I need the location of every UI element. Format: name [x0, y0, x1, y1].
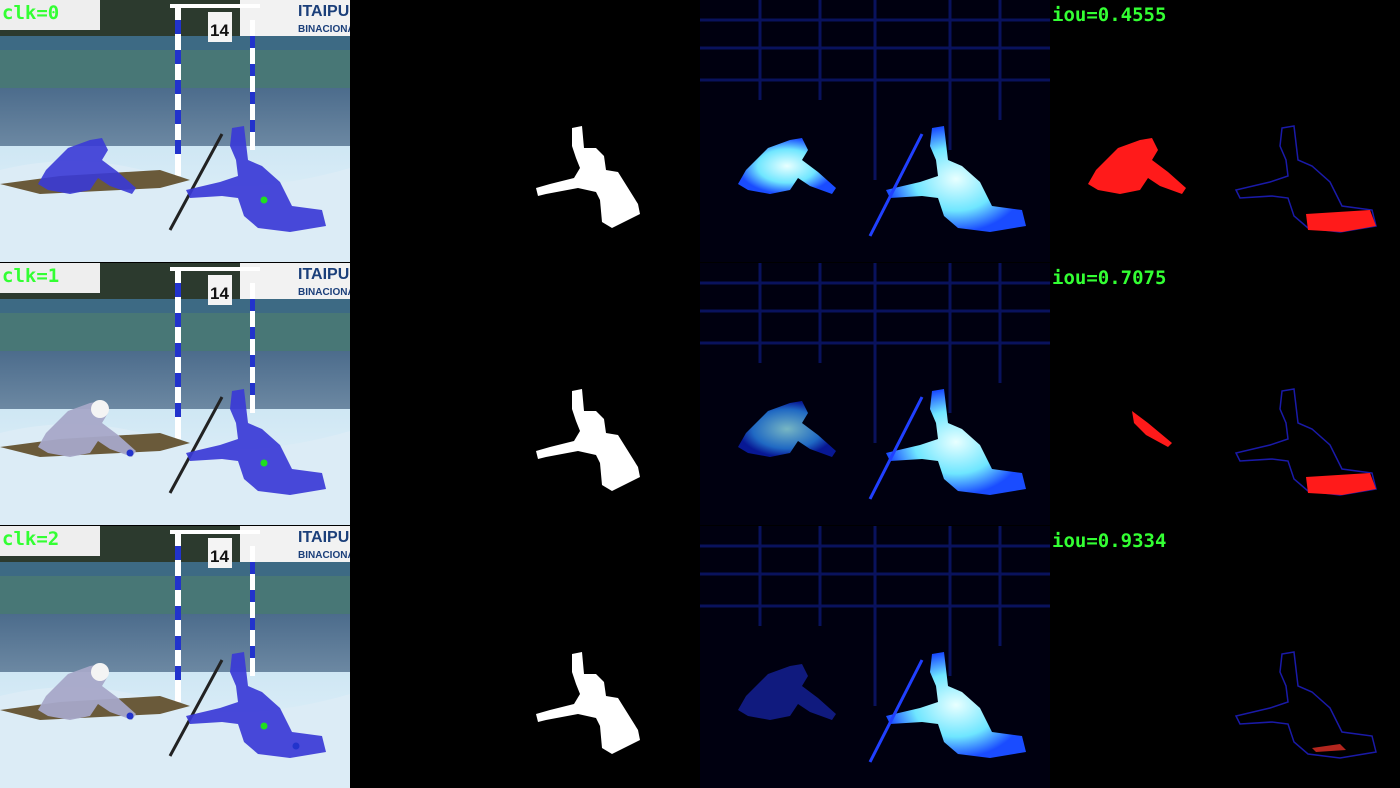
helmet	[91, 663, 109, 681]
result-row: ITAIPU BINACIONAL 14	[0, 526, 1400, 788]
canoe-scene-overlay: ITAIPU BINACIONAL 14	[0, 0, 350, 262]
gt-mask-panel	[350, 263, 700, 525]
error-map-panel: iou=0.9334	[1050, 526, 1400, 788]
boundary-outline	[1234, 651, 1377, 759]
positive-click-marker	[260, 196, 268, 204]
gt-mask-panel	[350, 0, 700, 262]
error-map	[1050, 0, 1400, 262]
gt-mask	[350, 263, 700, 525]
probability-heatmap	[700, 526, 1050, 788]
canoe-scene-overlay: ITAIPU BINACIONAL 14	[0, 526, 350, 788]
canoe-scene-overlay: ITAIPU BINACIONAL 14	[0, 263, 350, 525]
error-map	[1050, 263, 1400, 525]
overlay-image-panel: ITAIPU BINACIONAL 14	[0, 526, 350, 788]
error-map-panel: iou=0.7075	[1050, 263, 1400, 525]
boundary-outline	[1234, 125, 1377, 233]
false-positive-region	[1132, 411, 1172, 447]
click-count-label: clk=2	[2, 528, 60, 550]
result-row: ITAIPU BINACIONAL 14	[0, 263, 1400, 525]
probability-heatmap	[700, 0, 1050, 262]
iou-score-label: iou=0.9334	[1052, 530, 1167, 552]
banner-logo-subtext: BINACIONAL	[298, 550, 350, 561]
positive-click-marker	[260, 459, 268, 467]
probability-heatmap-panel	[700, 0, 1050, 262]
gate-number: 14	[210, 284, 229, 303]
iou-score-label: iou=0.4555	[1052, 4, 1167, 26]
probability-heatmap-panel	[700, 526, 1050, 788]
banner-logo-text: ITAIPU	[298, 529, 349, 546]
gt-mask-panel	[350, 526, 700, 788]
error-map-panel: iou=0.4555	[1050, 0, 1400, 262]
positive-click-marker	[260, 722, 268, 730]
banner-logo-subtext: BINACIONAL	[298, 287, 350, 298]
iou-score-label: iou=0.7075	[1052, 267, 1167, 289]
false-negative-region	[1306, 210, 1376, 232]
result-row: ITAIPU BINACIONAL 14	[0, 0, 1400, 262]
probability-heatmap-panel	[700, 263, 1050, 525]
gate-number: 14	[210, 21, 229, 40]
boundary-outline	[1234, 388, 1377, 496]
banner-logo-text: ITAIPU	[298, 3, 349, 20]
gt-mask	[350, 526, 700, 788]
overlay-image-panel: ITAIPU BINACIONAL 14	[0, 263, 350, 525]
negative-click-marker	[126, 449, 134, 457]
gt-mask	[350, 0, 700, 262]
banner-logo-subtext: BINACIONAL	[298, 24, 350, 35]
false-negative-region	[1306, 473, 1376, 495]
negative-click-marker	[126, 712, 134, 720]
negative-click-marker	[292, 742, 300, 750]
click-count-label: clk=1	[2, 265, 60, 287]
click-count-label: clk=0	[2, 2, 60, 24]
banner-logo-text: ITAIPU	[298, 266, 349, 283]
probability-heatmap	[700, 263, 1050, 525]
overlay-image-panel: ITAIPU BINACIONAL 14	[0, 0, 350, 262]
error-map	[1050, 526, 1400, 788]
gate-number: 14	[210, 547, 229, 566]
helmet	[91, 400, 109, 418]
false-negative-region	[1312, 744, 1346, 752]
